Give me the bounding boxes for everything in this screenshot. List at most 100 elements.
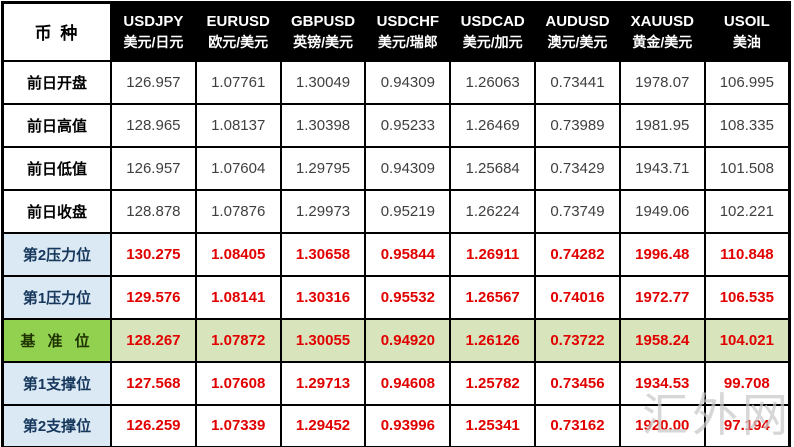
- column-name-cn: 英镑/美元: [293, 34, 353, 51]
- value-cell: 0.74016: [534, 274, 621, 320]
- value-cell: 1958.24: [618, 317, 706, 363]
- value-cell: 1.29452: [279, 403, 367, 447]
- header-row: 币 种 USDJPY 美元/日元 EURUSD 欧元/美元 GBPUSD 英镑/美元 USD…: [1, 1, 791, 62]
- value-cell: 0.73722: [534, 317, 621, 363]
- table-row: 前日收盘 128.878 1.07876 1.29973 0.95219 1.26224 0…: [1, 188, 791, 234]
- column-header-usdjpy: USDJPY 美元/日元: [110, 1, 197, 62]
- value-cell: 1978.07: [618, 59, 706, 105]
- table-row: 第2支撑位 126.259 1.07339 1.29452 0.93996 1.25341…: [1, 403, 791, 447]
- value-cell: 0.73749: [534, 188, 621, 234]
- value-cell: 129.576: [110, 274, 197, 320]
- value-cell: 99.708: [703, 360, 791, 406]
- value-cell: 104.021: [703, 317, 791, 363]
- column-header-audusd: AUDUSD 澳元/美元: [534, 1, 621, 62]
- value-cell: 1920.00: [618, 403, 706, 447]
- value-cell: 1.25341: [449, 403, 537, 447]
- value-cell: 1.30049: [279, 59, 367, 105]
- table-header: 币 种 USDJPY 美元/日元 EURUSD 欧元/美元 GBPUSD 英镑/美元 USD…: [1, 1, 791, 62]
- value-cell: 128.267: [110, 317, 197, 363]
- value-cell: 97.194: [703, 403, 791, 447]
- column-header-usdchf: USDCHF 美元/瑞郎: [364, 1, 452, 62]
- value-cell: 0.74282: [534, 231, 621, 277]
- value-cell: 128.965: [110, 102, 197, 148]
- value-cell: 110.848: [703, 231, 791, 277]
- table-row: 前日高值 128.965 1.08137 1.30398 0.95233 1.26469 0…: [1, 102, 791, 148]
- value-cell: 108.335: [703, 102, 791, 148]
- row-label: 前日高值: [1, 102, 112, 148]
- value-cell: 0.73441: [534, 59, 621, 105]
- corner-header-currency-type: 币 种: [1, 1, 112, 62]
- value-cell: 1.26063: [449, 59, 537, 105]
- table-body: 前日开盘 126.957 1.07761 1.30049 0.94309 1.26063 0…: [1, 59, 791, 447]
- row-label: 第2支撑位: [1, 403, 112, 447]
- table-row: 第2压力位 130.275 1.08405 1.30658 0.95844 1.26911…: [1, 231, 791, 277]
- value-cell: 0.95233: [364, 102, 452, 148]
- value-cell: 1.26126: [449, 317, 537, 363]
- column-name-cn: 澳元/美元: [547, 34, 608, 51]
- column-symbol: USDJPY: [123, 12, 184, 30]
- row-label: 第2压力位: [1, 231, 112, 277]
- value-cell: 1.26469: [449, 102, 537, 148]
- value-cell: 1.25782: [449, 360, 537, 406]
- value-cell: 1.29713: [279, 360, 367, 406]
- value-cell: 0.94309: [364, 145, 452, 191]
- value-cell: 1981.95: [618, 102, 706, 148]
- value-cell: 0.94309: [364, 59, 452, 105]
- value-cell: 101.508: [703, 145, 791, 191]
- value-cell: 1.07876: [194, 188, 282, 234]
- value-cell: 0.73429: [534, 145, 621, 191]
- value-cell: 106.995: [703, 59, 791, 105]
- column-header-usoil: USOIL 美油: [703, 1, 791, 62]
- value-cell: 126.957: [110, 59, 197, 105]
- table-row: 前日低值 126.957 1.07604 1.29795 0.94309 1.25684 0…: [1, 145, 791, 191]
- value-cell: 1.30658: [279, 231, 367, 277]
- value-cell: 1.07608: [194, 360, 282, 406]
- value-cell: 1943.71: [618, 145, 706, 191]
- value-cell: 1.30316: [279, 274, 367, 320]
- table-row: 基 准 位 128.267 1.07872 1.30055 0.94920 1.26126…: [1, 317, 791, 363]
- column-header-xauusd: XAUUSD 黄金/美元: [618, 1, 706, 62]
- value-cell: 0.95844: [364, 231, 452, 277]
- row-label: 前日收盘: [1, 188, 112, 234]
- value-cell: 1.07604: [194, 145, 282, 191]
- value-cell: 127.568: [110, 360, 197, 406]
- column-header-usdcad: USDCAD 美元/加元: [449, 1, 537, 62]
- value-cell: 0.73456: [534, 360, 621, 406]
- column-symbol: USOIL: [723, 12, 770, 30]
- value-cell: 1.26224: [449, 188, 537, 234]
- value-cell: 1.26567: [449, 274, 537, 320]
- column-name-cn: 欧元/美元: [208, 34, 269, 51]
- row-label: 第1支撑位: [1, 360, 112, 406]
- value-cell: 1.08137: [194, 102, 282, 148]
- value-cell: 1.07761: [194, 59, 282, 105]
- column-name-cn: 美元/日元: [123, 34, 184, 51]
- column-symbol: AUDUSD: [545, 12, 610, 30]
- value-cell: 1.07872: [194, 317, 282, 363]
- value-cell: 1972.77: [618, 274, 706, 320]
- row-label: 前日低值: [1, 145, 112, 191]
- value-cell: 0.95219: [364, 188, 452, 234]
- table-row: 第1支撑位 127.568 1.07608 1.29713 0.94608 1.25782…: [1, 360, 791, 406]
- value-cell: 130.275: [110, 231, 197, 277]
- value-cell: 106.535: [703, 274, 791, 320]
- table-row: 前日开盘 126.957 1.07761 1.30049 0.94309 1.26063 0…: [1, 59, 791, 105]
- value-cell: 0.95532: [364, 274, 452, 320]
- column-name-cn: 黄金/美元: [632, 34, 693, 51]
- value-cell: 1.30398: [279, 102, 367, 148]
- value-cell: 1.08405: [194, 231, 282, 277]
- value-cell: 1.07339: [194, 403, 282, 447]
- value-cell: 1.26911: [449, 231, 537, 277]
- row-label: 第1压力位: [1, 274, 112, 320]
- column-symbol: USDCHF: [376, 12, 440, 30]
- value-cell: 1.29973: [279, 188, 367, 234]
- value-cell: 0.73162: [534, 403, 621, 447]
- row-label: 前日开盘: [1, 59, 112, 105]
- value-cell: 126.259: [110, 403, 197, 447]
- value-cell: 0.73989: [534, 102, 621, 148]
- column-header-gbpusd: GBPUSD 英镑/美元: [279, 1, 367, 62]
- value-cell: 0.94920: [364, 317, 452, 363]
- value-cell: 1.30055: [279, 317, 367, 363]
- column-name-cn: 美元/加元: [462, 34, 523, 51]
- value-cell: 1934.53: [618, 360, 706, 406]
